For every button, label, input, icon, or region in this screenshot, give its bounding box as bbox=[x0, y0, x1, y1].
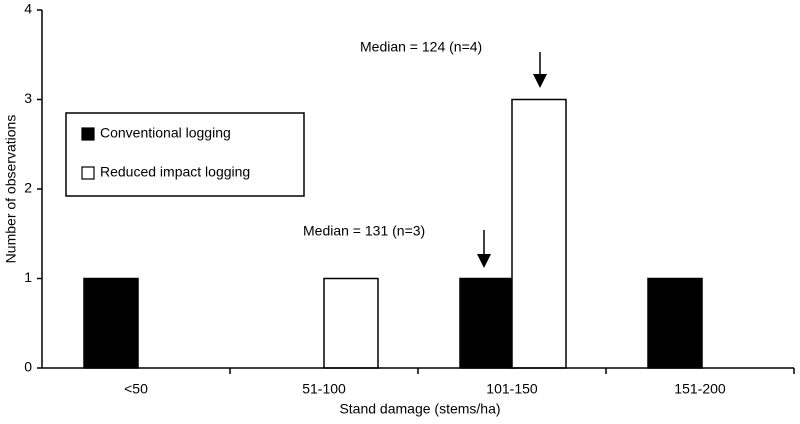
y-tick-label: 4 bbox=[24, 1, 32, 17]
y-tick-label: 1 bbox=[24, 269, 32, 285]
annotation: Median = 131 (n=3) bbox=[303, 223, 425, 239]
legend-label: Conventional logging bbox=[100, 125, 231, 141]
y-axis-label: Number of observations bbox=[3, 115, 19, 264]
arrow-head bbox=[533, 74, 547, 88]
x-tick-label: 151-200 bbox=[674, 381, 726, 397]
legend-swatch bbox=[81, 166, 95, 180]
bar bbox=[511, 98, 567, 369]
legend-swatch bbox=[81, 127, 95, 141]
x-axis-label: Stand damage (stems/ha) bbox=[339, 401, 500, 417]
bar bbox=[647, 277, 703, 369]
y-tick-label: 3 bbox=[24, 90, 32, 106]
x-tick-label: <50 bbox=[124, 381, 148, 397]
x-tick-label: 51-100 bbox=[302, 381, 346, 397]
legend-label: Reduced impact logging bbox=[100, 164, 250, 180]
bar bbox=[83, 277, 139, 369]
bar bbox=[459, 277, 515, 369]
bar bbox=[323, 277, 379, 369]
x-tick-label: 101-150 bbox=[486, 381, 538, 397]
annotation: Median = 124 (n=4) bbox=[360, 39, 482, 55]
arrow-head bbox=[477, 254, 491, 268]
y-tick-label: 0 bbox=[24, 359, 32, 375]
legend-box bbox=[65, 112, 305, 197]
y-tick-label: 2 bbox=[24, 180, 32, 196]
